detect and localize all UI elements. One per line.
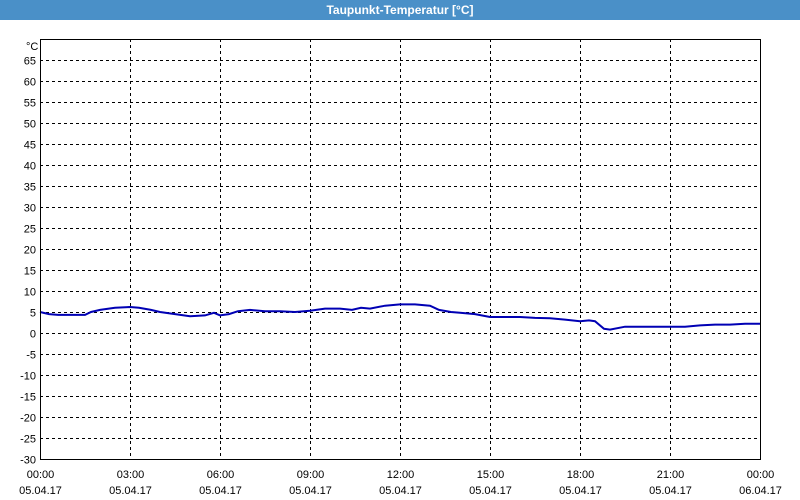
x-tick-date: 05.04.17 <box>649 485 692 497</box>
y-axis-ticks: 65605550454035302520151050-5-10-15-20-25… <box>20 56 36 467</box>
y-tick-label: -10 <box>20 371 36 383</box>
y-tick-label: 5 <box>30 308 36 320</box>
plot-frame <box>40 39 761 460</box>
x-tick-date: 06.04.17 <box>739 485 782 497</box>
series-line <box>39 303 760 331</box>
x-tick-time: 18:00 <box>567 469 595 481</box>
x-tick-date: 05.04.17 <box>199 485 242 497</box>
y-tick-label: 40 <box>24 161 36 173</box>
x-tick-time: 15:00 <box>477 469 505 481</box>
y-tick-label: 20 <box>24 245 36 257</box>
plot-background <box>0 20 800 500</box>
y-tick-label: -15 <box>20 392 36 404</box>
y-tick-label: 25 <box>24 224 36 236</box>
x-tick-time: 12:00 <box>387 469 415 481</box>
y-tick-label: -30 <box>20 455 36 467</box>
chart-title: Taupunkt-Temperatur [°C] <box>0 0 800 20</box>
y-axis-unit-label: °C <box>26 41 38 53</box>
x-axis-ticks: 00:00 05.04.17 03:00 05.04.17 06:00 05.04.17 0… <box>19 469 782 497</box>
x-tick-time: 03:00 <box>117 469 145 481</box>
y-tick-label: -25 <box>20 434 36 446</box>
y-tick-label: 10 <box>24 287 36 299</box>
y-tick-label: 65 <box>24 56 36 68</box>
grid <box>40 39 760 460</box>
x-tick-date: 05.04.17 <box>19 485 62 497</box>
y-tick-label: 60 <box>24 77 36 89</box>
x-tick-time: 06:00 <box>207 469 235 481</box>
y-tick-label: 15 <box>24 266 36 278</box>
x-tick-date: 05.04.17 <box>289 485 332 497</box>
y-tick-label: 0 <box>30 329 36 341</box>
x-tick-date: 05.04.17 <box>379 485 422 497</box>
x-tick-date: 05.04.17 <box>559 485 602 497</box>
x-tick-date: 05.04.17 <box>469 485 512 497</box>
y-tick-label: 30 <box>24 203 36 215</box>
x-tick-time: 00:00 <box>27 469 55 481</box>
x-tick-date: 05.04.17 <box>109 485 152 497</box>
y-tick-label: 55 <box>24 98 36 110</box>
y-tick-label: 35 <box>24 182 36 194</box>
x-tick-time: 00:00 <box>747 469 775 481</box>
y-tick-label: 50 <box>24 119 36 131</box>
x-tick-time: 21:00 <box>657 469 685 481</box>
y-tick-label: 45 <box>24 140 36 152</box>
y-tick-label: -20 <box>20 413 36 425</box>
y-tick-label: -5 <box>26 350 36 362</box>
x-tick-time: 09:00 <box>297 469 325 481</box>
dewpoint-chart: 65605550454035302520151050-5-10-15-20-25… <box>0 20 800 500</box>
